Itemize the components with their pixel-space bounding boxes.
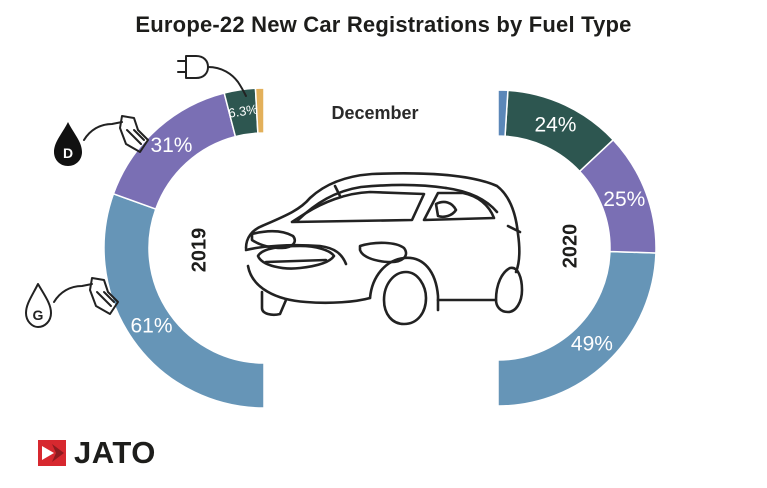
- gasoline-pump-letter: G: [33, 307, 44, 323]
- car-icon: [244, 172, 524, 326]
- jato-logo-text: JATO: [74, 435, 156, 470]
- slice-label-2019-gasoline: 61%: [130, 315, 172, 338]
- donut-slice-2019-other: [254, 87, 265, 134]
- slice-label-2020-electric: 24%: [534, 113, 576, 136]
- jato-logo-mark: [38, 440, 66, 466]
- plug-icon: [177, 55, 247, 97]
- year-label-2019: 2019: [188, 228, 210, 273]
- donut-slice-2020-other: [497, 89, 509, 138]
- month-label: December: [331, 103, 418, 123]
- diesel-pump-letter: D: [63, 145, 73, 161]
- diesel-pump-icon: D: [54, 115, 149, 166]
- gasoline-pump-icon: G: [25, 277, 119, 328]
- donut-2019: 61% 31% 6.3%: [103, 87, 265, 409]
- donut-2020: 49% 25% 24%: [497, 89, 657, 407]
- slice-label-2020-diesel: 25%: [603, 188, 645, 211]
- slice-label-2019-diesel: 31%: [150, 134, 192, 157]
- donut-slice-2020-gasoline: [497, 250, 657, 407]
- slice-label-2019-electric: 6.3%: [227, 101, 259, 120]
- jato-logo: JATO: [38, 435, 156, 470]
- slice-label-2020-gasoline: 49%: [571, 332, 613, 355]
- donut-slice-2019-gasoline: [103, 192, 265, 409]
- year-label-2020: 2020: [559, 224, 581, 269]
- chart-title: Europe-22 New Car Registrations by Fuel …: [135, 12, 632, 37]
